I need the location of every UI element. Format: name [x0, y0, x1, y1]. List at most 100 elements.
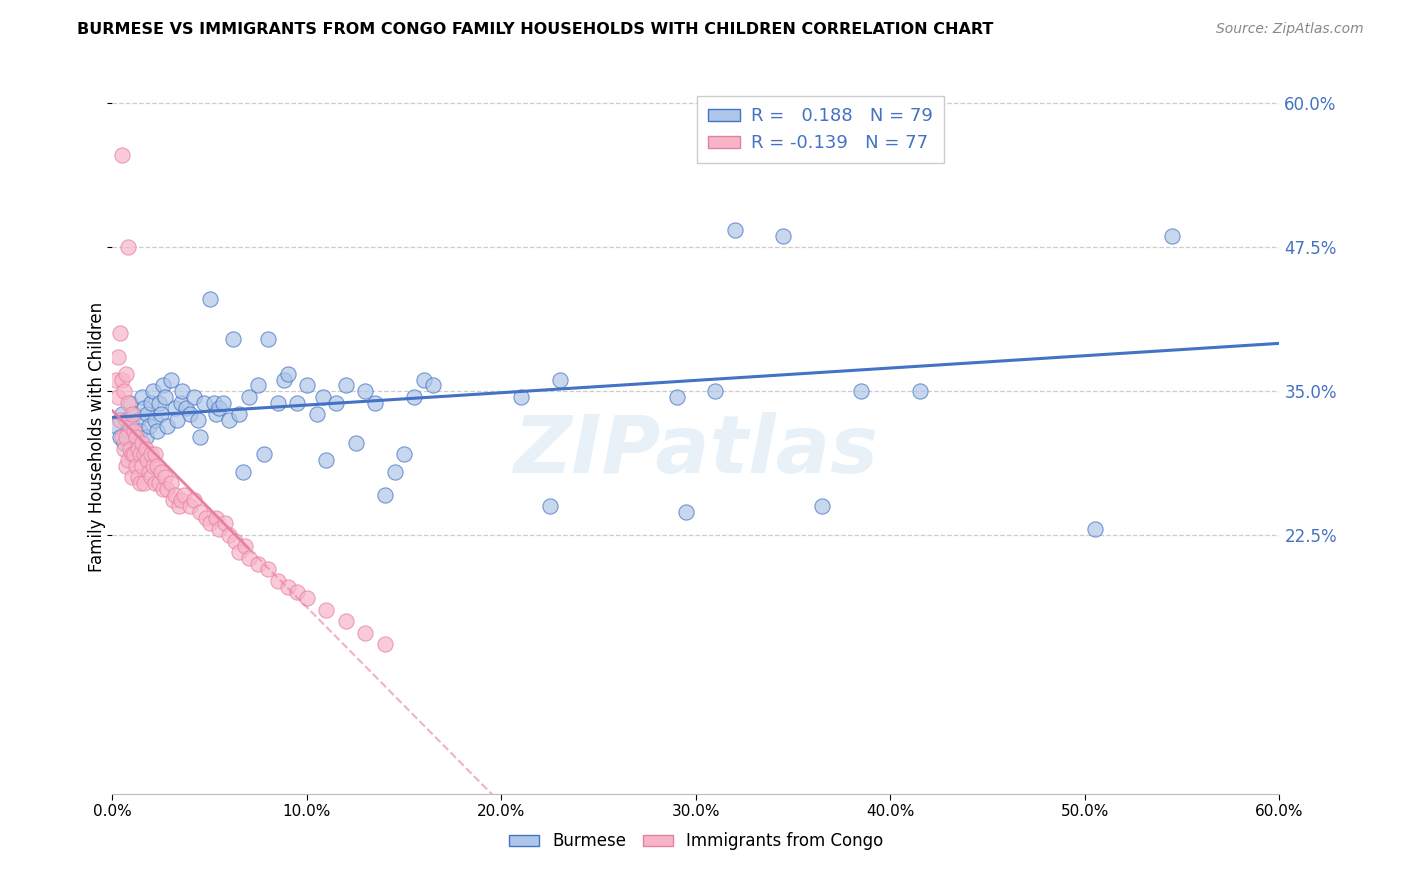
Point [146, 425, 169, 439]
Point [121, 407, 143, 421]
Point [295, 378, 318, 392]
Point [1161, 228, 1184, 243]
Point [122, 407, 145, 421]
Point [150, 407, 173, 421]
Text: BURMESE VS IMMIGRANTS FROM CONGO FAMILY HOUSEHOLDS WITH CHILDREN CORRELATION CHA: BURMESE VS IMMIGRANTS FROM CONGO FAMILY … [77, 22, 994, 37]
Point [179, 407, 201, 421]
Point [276, 367, 298, 381]
Point [208, 401, 231, 416]
Point [305, 407, 328, 421]
Point [105, 372, 128, 386]
Point [194, 510, 217, 524]
Point [675, 505, 697, 519]
Point [148, 476, 170, 491]
Point [110, 413, 132, 427]
Point [135, 430, 157, 444]
Point [238, 550, 260, 565]
Point [183, 390, 205, 404]
Point [135, 442, 157, 456]
Point [117, 395, 139, 409]
Point [204, 510, 226, 524]
Point [228, 407, 250, 421]
Point [212, 395, 235, 409]
Point [143, 447, 166, 461]
Point [374, 488, 396, 502]
Point [163, 488, 186, 502]
Point [163, 401, 186, 416]
Point [152, 378, 174, 392]
Point [141, 470, 163, 484]
Point [112, 435, 135, 450]
Point [548, 372, 571, 386]
Point [811, 499, 834, 513]
Point [152, 482, 174, 496]
Point [315, 453, 337, 467]
Point [238, 390, 260, 404]
Point [111, 407, 134, 421]
Point [665, 390, 688, 404]
Point [136, 453, 159, 467]
Point [233, 540, 256, 554]
Point [325, 395, 347, 409]
Point [110, 326, 132, 341]
Point [143, 413, 166, 427]
Point [117, 453, 139, 467]
Point [198, 516, 221, 531]
Point [335, 614, 357, 628]
Point [335, 378, 357, 392]
Point [112, 442, 135, 456]
Point [208, 522, 231, 536]
Point [295, 591, 318, 606]
Point [394, 447, 416, 461]
Y-axis label: Family Households with Children: Family Households with Children [87, 302, 105, 572]
Point [141, 447, 163, 461]
Point [121, 418, 143, 433]
Point [247, 557, 270, 571]
Point [1084, 522, 1107, 536]
Point [118, 395, 141, 409]
Point [253, 447, 276, 461]
Point [156, 418, 179, 433]
Point [118, 418, 141, 433]
Point [354, 384, 377, 398]
Point [125, 458, 148, 473]
Point [354, 625, 377, 640]
Point [142, 458, 165, 473]
Point [153, 390, 176, 404]
Point [127, 442, 149, 456]
Point [172, 384, 194, 398]
Point [121, 447, 143, 461]
Point [218, 413, 240, 427]
Point [724, 223, 747, 237]
Point [188, 430, 211, 444]
Point [193, 395, 215, 409]
Point [115, 413, 138, 427]
Point [285, 585, 308, 599]
Point [228, 545, 250, 559]
Point [267, 395, 290, 409]
Point [141, 395, 163, 409]
Point [412, 372, 434, 386]
Point [704, 384, 727, 398]
Point [132, 447, 155, 461]
Point [257, 562, 280, 576]
Text: ZIPatlas: ZIPatlas [513, 412, 879, 491]
Point [131, 390, 153, 404]
Point [146, 458, 169, 473]
Point [167, 499, 190, 513]
Point [908, 384, 931, 398]
Point [247, 378, 270, 392]
Point [173, 488, 195, 502]
Point [162, 493, 184, 508]
Point [117, 240, 139, 254]
Point [156, 482, 179, 496]
Point [422, 378, 444, 392]
Point [131, 458, 153, 473]
Point [538, 499, 561, 513]
Point [122, 447, 145, 461]
Point [127, 470, 149, 484]
Point [105, 418, 128, 433]
Point [115, 430, 138, 444]
Point [160, 476, 183, 491]
Point [204, 407, 226, 421]
